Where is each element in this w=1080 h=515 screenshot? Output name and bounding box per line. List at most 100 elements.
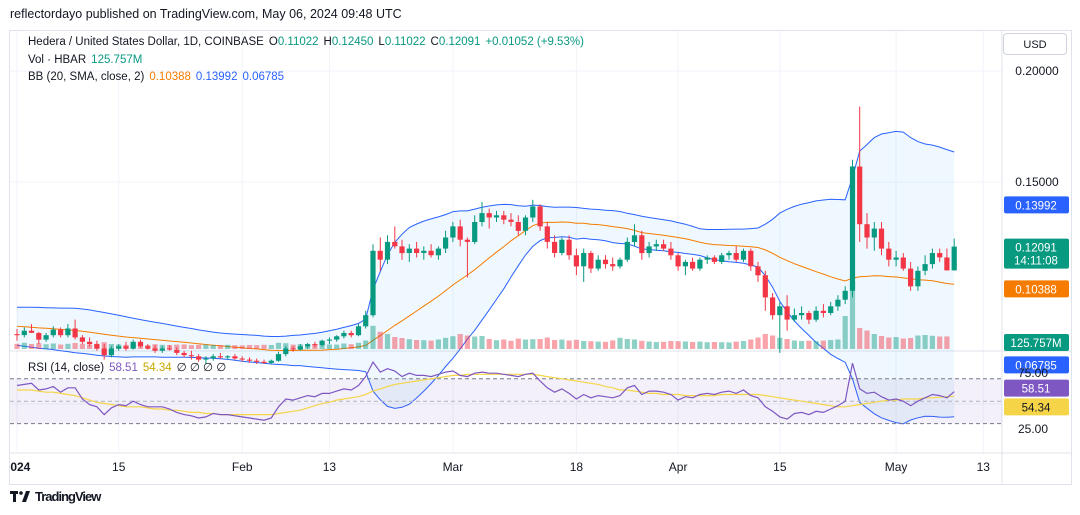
volume-bar [610,340,616,349]
volume-bar [515,338,521,349]
volume-bar [275,342,282,349]
candle-body [28,330,35,333]
candle-body [65,328,71,336]
volume-bar [43,344,49,349]
basis-badge: 0.10388 [1004,280,1069,298]
time-tick-label: May [885,460,908,474]
volume-bar [522,339,529,349]
volume-bar [929,335,935,349]
volume-bar [501,339,507,349]
candle-body [167,348,173,350]
volume-bar [370,325,376,349]
candle-body [493,215,500,218]
time-tick-label: 13 [977,460,991,474]
candle-body [530,206,536,218]
volume-bar [806,340,812,349]
candle-body [929,253,935,265]
volume-bar [871,334,877,349]
volume-bar [457,334,463,349]
bb-basis-line [16,221,955,351]
candle-body [414,248,420,253]
candle-body [443,237,449,249]
published-line: reflectordayo published on TradingView.c… [10,7,402,21]
volume-bar [690,342,696,349]
lower-band-badge-bg [1004,356,1069,374]
volume-bar [544,337,550,349]
volume-badge-bg [1004,334,1069,351]
tradingview-brand[interactable]: TradingView [35,489,101,504]
candle-body [457,226,463,240]
volume-bar [508,340,514,349]
bb-basis-value: 0.10388 [149,71,191,83]
candle-body [261,361,267,363]
volume-bar [261,344,267,349]
candle-body [21,330,27,336]
tradingview-logo-icon [10,491,30,502]
candle-body [639,235,645,254]
footer: TradingView [10,489,101,504]
candle-body [900,257,906,269]
volume-bar [682,341,688,349]
candle-body [740,250,747,260]
volume-bar [428,340,434,349]
rsi-legend: RSI (14, close) 58.51 54.34 ∅ ∅ ∅ ∅ [28,360,231,374]
volume-bar [486,339,492,349]
volume-bar [878,336,885,349]
candle-body [857,166,863,225]
volume-bar [399,338,405,349]
candle-body [196,356,202,360]
volume-legend: Vol · HBAR 125.757M [28,54,147,66]
candle-body [908,268,914,287]
bb-lower-value: 0.06785 [242,71,285,83]
volume-bar [668,341,674,349]
volume-bar [617,337,623,349]
volume-bar [784,339,790,349]
volume-bar [377,331,383,349]
price-chart[interactable]: 0.200000.150000.050000.139920.1209114:11… [10,31,1071,484]
rsi-label: RSI (14, close) [28,362,105,374]
candle-body [726,253,732,256]
volume-bar [653,342,659,349]
candle-body [334,336,340,340]
symbol-legend: Hedera / United States Dollar, 1D, COINB… [28,36,589,48]
volume-bar [704,342,710,349]
low-value: 0.11022 [384,36,426,48]
volume-bar [675,341,681,349]
candle-body [653,244,659,247]
currency-button[interactable]: USD [1003,33,1067,55]
volume-bar [188,345,194,349]
basis-badge-text: 0.10388 [1015,284,1057,296]
high-label: H [323,36,332,48]
time-tick-label: 15 [773,460,787,474]
upper-band-badge-text: 0.13992 [1015,200,1057,212]
candle-body [922,264,928,271]
bollinger-bands [16,130,955,425]
rsi-ma-value: 54.34 [142,362,172,374]
time-tick-label: 15 [112,460,126,474]
candle-body [661,244,667,249]
volume-bar [14,343,20,349]
volume-bar [65,343,71,349]
upper-band-badge-bg [1004,196,1069,214]
candle-body [842,290,848,300]
volume-bar [232,345,238,349]
candle-body [217,356,223,358]
volume-bar [733,341,739,349]
volume-bar [566,340,572,349]
close-price-badge-bg [1004,238,1069,269]
candle-body [348,333,354,336]
candle-body [14,334,20,336]
high-value: 0.12450 [331,36,374,48]
volume-bar [36,343,42,349]
volume-bar [21,342,27,349]
rsi-pane [10,360,1002,425]
volume-bar [493,340,500,349]
rsi-ma-badge: 54.34 [1004,398,1069,416]
candle-body [849,166,856,291]
time-tick-label: 13 [323,460,337,474]
candle-body [50,329,56,336]
volume-bar [50,343,56,349]
candle-body [915,270,921,287]
volume-bar [210,345,216,349]
time-axis: 2024 15 Feb 13 Mar 18 Apr 15 May 13 [10,460,990,474]
